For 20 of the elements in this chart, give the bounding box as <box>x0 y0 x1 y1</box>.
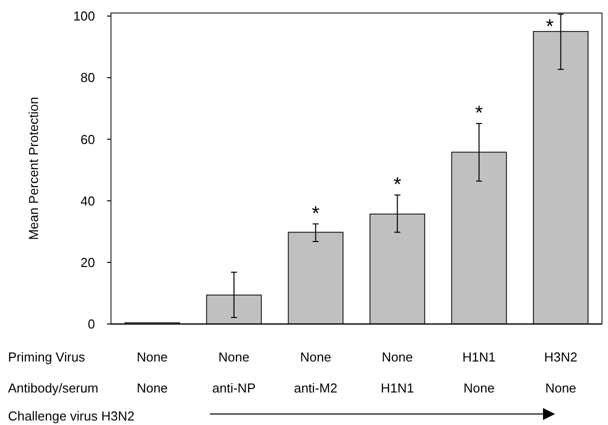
y-tick-label: 80 <box>80 70 95 86</box>
category-label: None anti-NP <box>212 350 256 396</box>
y-tick-label: 60 <box>80 132 95 147</box>
annotation: * <box>312 202 320 225</box>
y-axis-title: Mean Percent Protection <box>26 96 41 240</box>
annotation: * <box>475 102 484 125</box>
text: Priming Virus <box>8 350 86 365</box>
category-label: H3N2 None <box>544 350 578 396</box>
category-label: None None <box>136 350 168 396</box>
y-tick-label: 100 <box>73 8 95 24</box>
text: Antibody/serum <box>8 380 98 396</box>
category-label: H1N1 None <box>462 350 496 396</box>
annotation: * <box>393 174 402 196</box>
y-tick-label: 0 <box>88 316 95 332</box>
annotation: * <box>546 16 554 38</box>
y-tick-label: 20 <box>80 254 95 270</box>
text: Challenge virus H3N2 <box>8 408 134 424</box>
category-label: None anti-M2 <box>294 350 338 396</box>
y-tick-label: 40 <box>80 193 95 208</box>
category-label: None H1N1 <box>380 350 414 396</box>
